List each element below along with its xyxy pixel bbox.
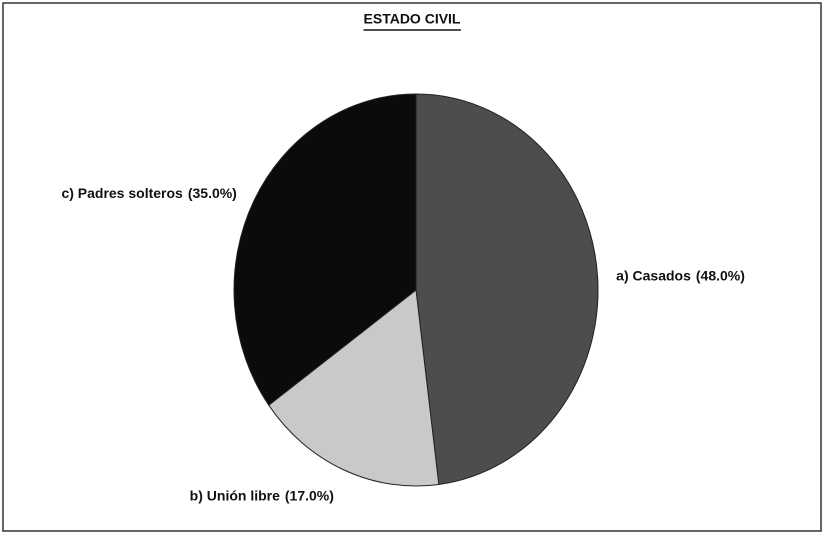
pie-slice [415, 93, 599, 486]
slice-category: a) Casados [616, 267, 691, 283]
slice-label: a) Casados (48.0%) [616, 267, 745, 283]
chart-title: ESTADO CIVIL [364, 11, 461, 27]
slice-label: c) Padres solteros (35.0%) [61, 185, 236, 201]
slice-value-label: (35.0%) [188, 185, 237, 201]
slice-category: c) Padres solteros [61, 185, 183, 201]
slice-label: b) Unión libre (17.0%) [190, 487, 334, 503]
pie-slice [268, 289, 440, 487]
slice-value-label: (17.0%) [285, 487, 334, 503]
slice-value-label: (48.0%) [696, 267, 745, 283]
slice-category: b) Unión libre [190, 487, 280, 503]
pie-slice [233, 93, 417, 406]
